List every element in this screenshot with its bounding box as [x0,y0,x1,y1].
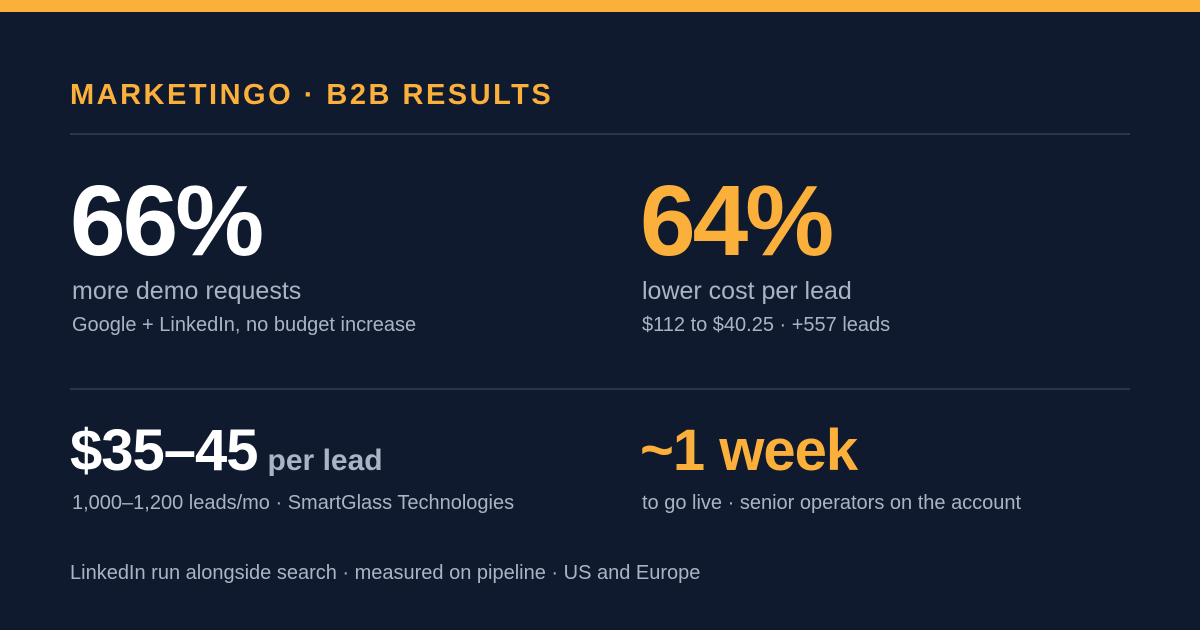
stat-cost-per-lead-sub: $112 to $40.25 · +557 leads [642,314,891,336]
eyebrow-title: MARKETINGO · B2B RESULTS [70,79,554,111]
stat-price-range-sub: 1,000–1,200 leads/mo · SmartGlass Techno… [72,492,515,514]
footer-note: LinkedIn run alongside search · measured… [70,562,701,584]
stat-demo-requests-label: more demo requests [72,277,302,305]
stat-price-range: $35–45 per lead [70,420,383,492]
stat-demo-requests-sub: Google + LinkedIn, no budget increase [72,314,417,336]
stat-cost-per-lead-label: lower cost per lead [642,277,852,305]
stat-go-live-sub: to go live · senior operators on the acc… [642,492,1022,514]
stat-price-range-value: $35–45 [70,418,259,483]
stat-cost-per-lead-value: 64% [640,165,834,277]
stat-go-live-value: ~1 week [640,418,858,483]
top-accent-bar [0,0,1200,12]
divider-middle [70,388,1130,390]
stat-demo-requests-value: 66% [70,165,264,277]
divider-top [70,133,1130,135]
stat-price-range-unit: per lead [267,444,383,477]
